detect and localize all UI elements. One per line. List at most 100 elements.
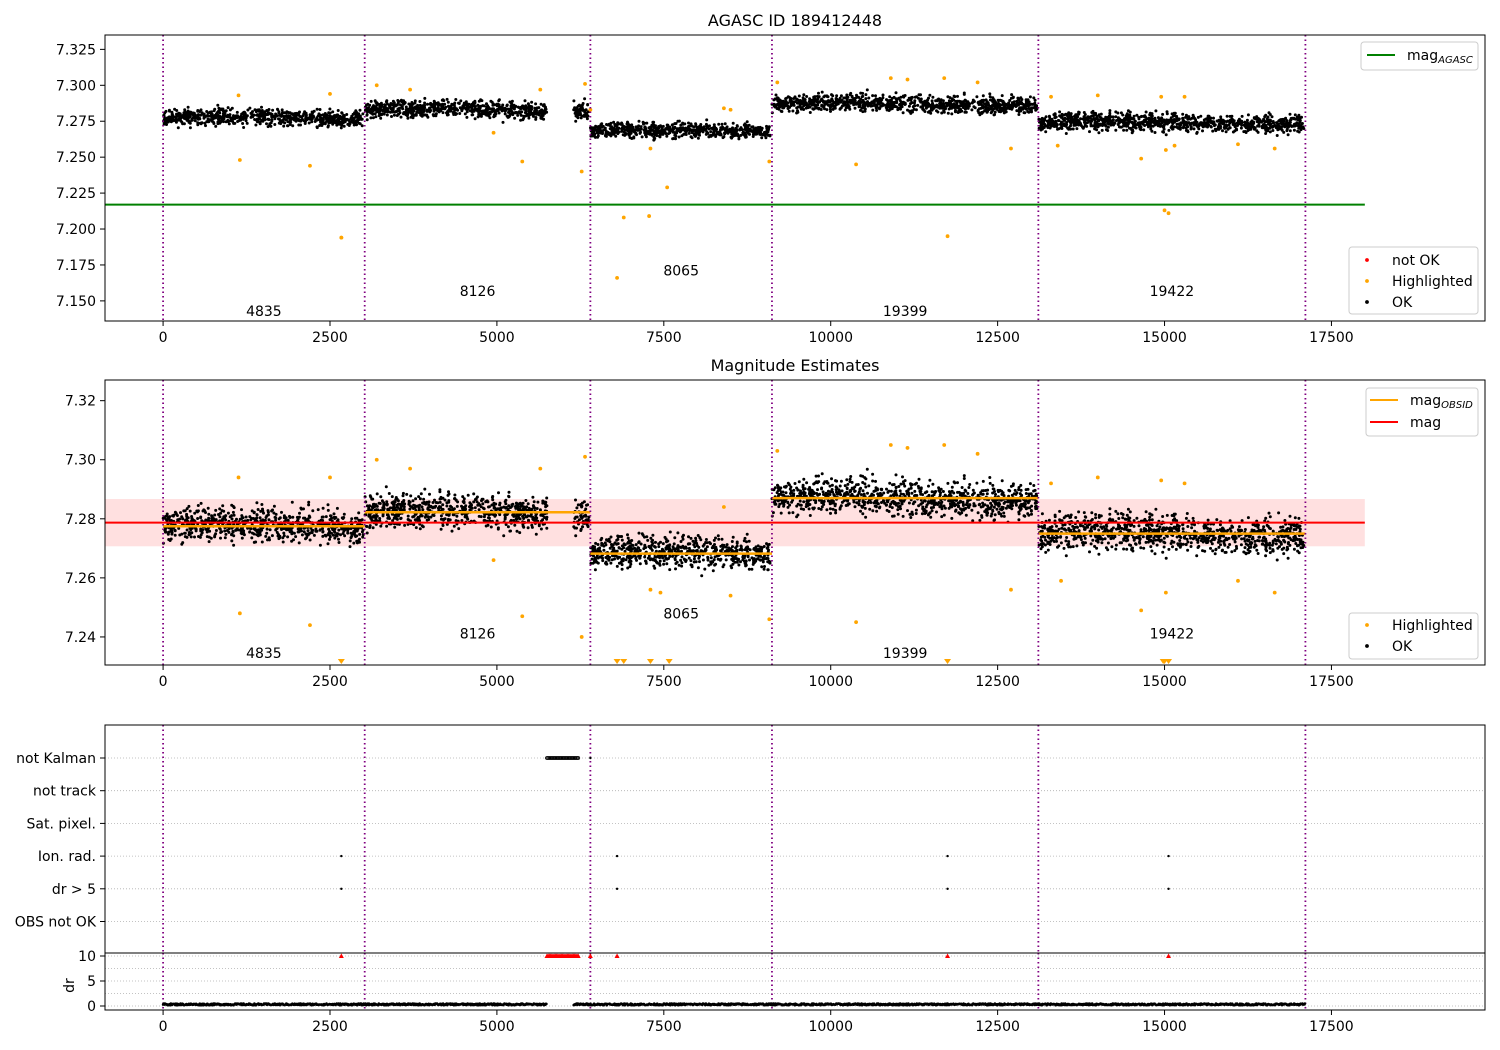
flag-point xyxy=(575,756,579,760)
middle-y-tick-label: 7.30 xyxy=(65,453,96,469)
top-legend-label: Highlighted xyxy=(1392,274,1473,290)
flags-category-label: not track xyxy=(33,784,97,800)
dr-gridlines xyxy=(105,955,1485,1007)
top-highlighted-point xyxy=(408,87,413,92)
middle-legend-entry: magOBSID xyxy=(1410,393,1473,411)
flags-category-label: OBS not OK xyxy=(15,915,97,931)
top-x-tick-label: 17500 xyxy=(1309,330,1354,346)
middle-legend-lower xyxy=(1348,612,1479,660)
middle-highlighted-point xyxy=(1159,478,1164,483)
middle-highlighted-point xyxy=(237,611,242,616)
middle-highlighted-point xyxy=(648,587,653,592)
flags-gridlines xyxy=(105,757,1485,922)
middle-highlighted-point xyxy=(975,451,980,456)
middle-legend-label: OK xyxy=(1392,639,1413,655)
top-highlighted-point xyxy=(1159,94,1164,99)
top-y-tick-label: 7.325 xyxy=(56,42,96,58)
top-x-tick-label: 5000 xyxy=(479,330,515,346)
top-chart-title: AGASC ID 189412448 xyxy=(708,11,882,30)
middle-highlighted-point xyxy=(767,617,772,622)
flag-point xyxy=(548,756,553,760)
top-legend-marker xyxy=(1365,300,1369,304)
middle-highlighted-point xyxy=(1272,590,1277,595)
flag-point xyxy=(549,756,554,760)
flag-point xyxy=(553,756,558,760)
top-y-tick-label: 7.150 xyxy=(56,294,96,310)
dr-y-axis-label: dr xyxy=(62,978,78,993)
top-highlighted-point xyxy=(1049,94,1053,99)
dr-x-tick-label: 0 xyxy=(159,1019,168,1035)
top-not-ok-point xyxy=(339,235,344,240)
dr-capped-point xyxy=(338,953,344,958)
middle-obsid-label: 8065 xyxy=(663,606,699,622)
middle-obsid-label: 19399 xyxy=(883,646,928,662)
top-highlighted-point xyxy=(1162,208,1167,213)
middle-legend-marker xyxy=(1365,623,1369,627)
top-ok-scatter xyxy=(162,88,1306,142)
dr-y-tick-label: 10 xyxy=(78,949,96,965)
top-y-tick-label: 7.175 xyxy=(56,258,96,274)
top-legend-label: OK xyxy=(1392,295,1413,311)
middle-legend-entry: mag xyxy=(1410,415,1441,431)
flags-points xyxy=(340,756,1170,890)
middle-legend-label: Highlighted xyxy=(1392,618,1473,634)
dr-x-tick-label: 15000 xyxy=(1142,1019,1187,1035)
dr-x-tick-label: 7500 xyxy=(646,1019,682,1035)
dr-capped-point xyxy=(575,953,581,958)
top-highlighted-point xyxy=(1139,156,1144,161)
middle-out-of-range-marker xyxy=(665,659,673,664)
middle-highlighted-point xyxy=(1059,578,1063,583)
top-highlighted-point xyxy=(728,107,733,112)
flag-point xyxy=(571,756,576,760)
top-highlighted-point xyxy=(1055,143,1060,148)
middle-mag-obsid-lines xyxy=(163,496,1306,555)
top-highlighted-point xyxy=(1163,148,1168,152)
middle-obsid-label: 4835 xyxy=(246,646,282,662)
top-highlighted-point xyxy=(374,83,379,88)
middle-highlighted-point xyxy=(854,620,858,625)
top-highlighted-point xyxy=(583,81,587,86)
dr-capped-point xyxy=(587,953,593,958)
top-highlighted-point xyxy=(665,185,670,190)
top-obsid-boundaries xyxy=(162,35,1307,321)
flag-point xyxy=(560,756,565,760)
top-chart-frame xyxy=(104,34,1486,322)
dr-x-axis: 0 2500 5000 7500 10000 12500 15000 17500 xyxy=(159,1010,1354,1035)
middle-y-tick-label: 7.26 xyxy=(65,571,96,587)
flag-point xyxy=(1167,887,1170,890)
top-highlighted-point xyxy=(579,169,584,174)
flag-point xyxy=(546,756,551,760)
top-highlighted-point xyxy=(621,215,626,220)
top-not-ok-points xyxy=(339,235,344,240)
flags-obsid-boundaries xyxy=(162,725,1307,953)
top-y-tick-label: 7.200 xyxy=(56,222,96,238)
top-x-tick-label: 10000 xyxy=(808,330,853,346)
dr-x-tick-label: 17500 xyxy=(1309,1019,1354,1035)
middle-highlighted-point xyxy=(942,443,947,447)
flag-point xyxy=(570,756,575,760)
dr-capped-point xyxy=(945,953,951,958)
dr-x-tick-label: 5000 xyxy=(479,1019,515,1035)
top-highlighted-point xyxy=(975,80,980,85)
flag-point xyxy=(589,756,592,760)
flag-point xyxy=(551,756,555,760)
middle-legend-marker xyxy=(1365,644,1369,648)
dr-y-tick-label: 0 xyxy=(87,999,96,1015)
flags-category-label: Ion. rad. xyxy=(38,849,96,865)
dr-y-tick-label: 5 xyxy=(87,974,96,990)
top-highlighted-point xyxy=(588,107,593,112)
middle-x-tick-label: 17500 xyxy=(1309,674,1354,690)
middle-highlighted-point xyxy=(775,448,780,453)
top-highlighted-point xyxy=(1172,143,1177,148)
top-highlighted-point xyxy=(775,80,780,85)
top-x-tick-label: 15000 xyxy=(1142,330,1187,346)
top-x-axis: 0 2500 5000 7500 10000 12500 15000 17500 xyxy=(159,321,1354,346)
middle-highlighted-point xyxy=(538,466,543,471)
top-highlighted-point xyxy=(328,92,332,96)
middle-highlighted-point xyxy=(1163,590,1168,595)
middle-x-tick-label: 2500 xyxy=(312,674,348,690)
top-y-tick-label: 7.300 xyxy=(56,78,96,94)
middle-highlighted-point xyxy=(579,635,584,639)
top-highlighted-point xyxy=(1009,146,1013,151)
flag-point xyxy=(567,756,572,760)
